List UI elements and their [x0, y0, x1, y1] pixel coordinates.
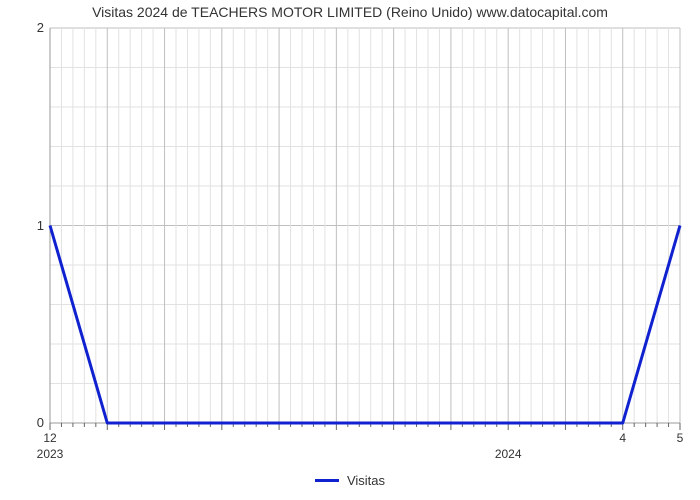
legend-label: Visitas	[347, 473, 385, 488]
y-tick-label: 2	[14, 20, 44, 35]
chart-container: Visitas 2024 de TEACHERS MOTOR LIMITED (…	[0, 0, 700, 500]
chart-svg	[0, 0, 700, 500]
y-tick-label: 1	[14, 218, 44, 233]
legend-swatch	[315, 479, 339, 482]
legend-item: Visitas	[315, 473, 385, 488]
legend: Visitas	[0, 469, 700, 488]
x-tick-label: 4	[619, 431, 626, 445]
x-tick-label: 5	[677, 431, 684, 445]
y-tick-label: 0	[14, 415, 44, 430]
x-tick-label: 12	[43, 431, 56, 445]
x-year-label: 2023	[37, 447, 64, 461]
x-year-label: 2024	[495, 447, 522, 461]
